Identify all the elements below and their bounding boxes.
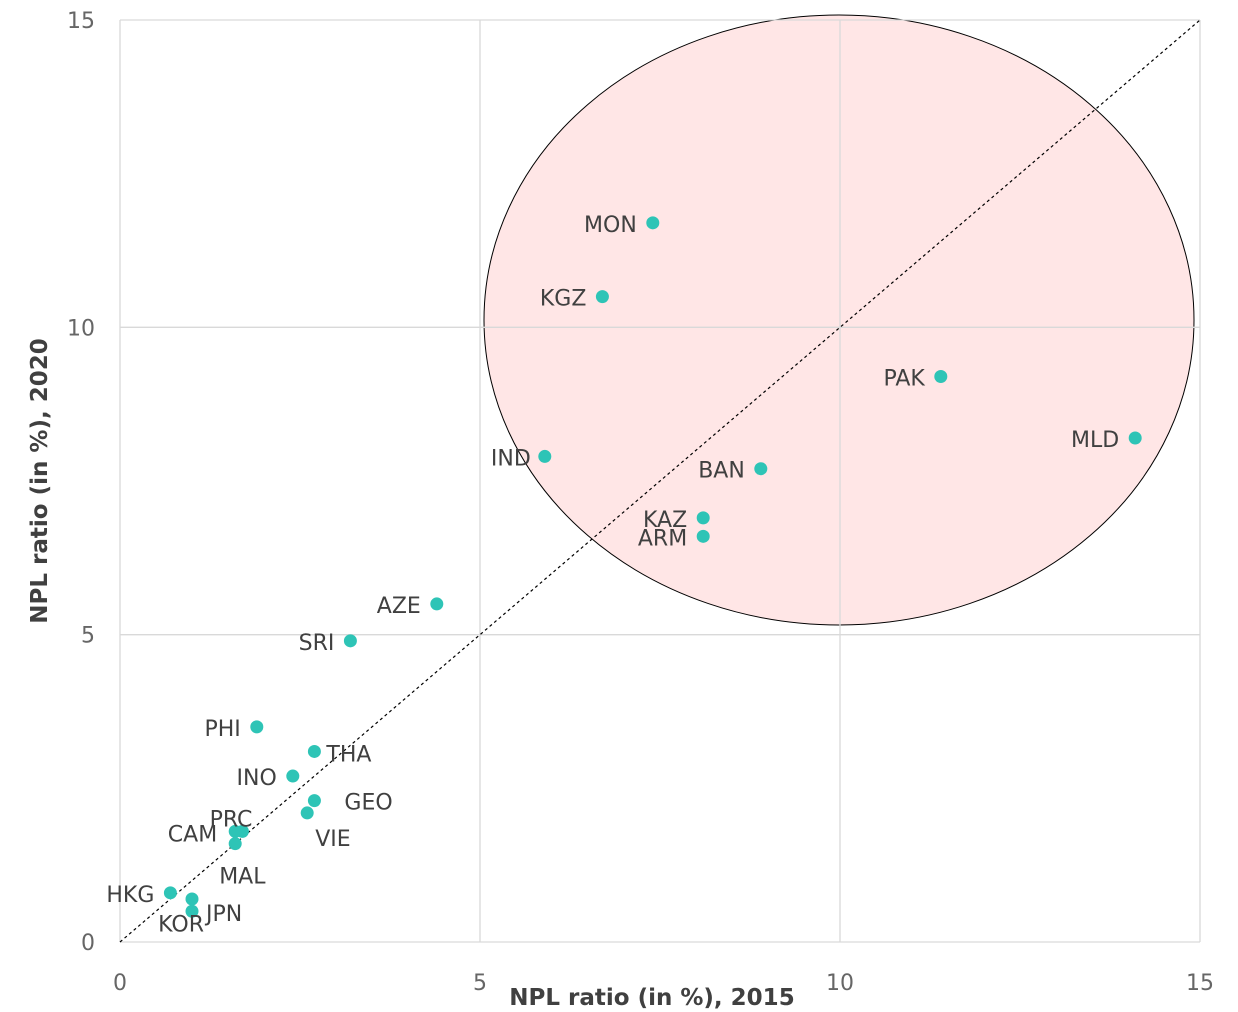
point-label-kgz: KGZ	[540, 287, 587, 312]
point-ind	[538, 450, 551, 463]
point-label-aze: AZE	[377, 594, 421, 619]
point-label-kor: KOR	[158, 912, 204, 937]
point-label-arm: ARM	[638, 526, 687, 551]
point-label-mon: MON	[584, 213, 637, 238]
y-tick-label-1: 5	[81, 624, 95, 649]
y-tick-label-2: 10	[67, 316, 95, 341]
point-label-vie: VIE	[315, 827, 350, 852]
point-label-tha: THA	[325, 742, 371, 767]
point-label-hkg: HKG	[106, 883, 154, 908]
point-phi	[250, 720, 263, 733]
point-label-cam: CAM	[168, 822, 217, 847]
point-mon	[646, 216, 659, 229]
x-tick-label-0: 0	[113, 971, 127, 996]
point-kaz	[697, 511, 710, 524]
point-geo	[308, 794, 321, 807]
point-label-mal: MAL	[219, 865, 266, 890]
point-label-sri: SRI	[299, 631, 335, 656]
point-label-ban: BAN	[698, 459, 745, 484]
point-jpn	[186, 892, 199, 905]
y-tick-label-3: 15	[67, 9, 95, 34]
point-mld	[1129, 431, 1142, 444]
point-mal	[229, 837, 242, 850]
highlight-ellipse	[484, 15, 1194, 625]
y-tick-label-0: 0	[81, 931, 95, 956]
point-label-ino: INO	[237, 766, 277, 791]
point-label-ind: IND	[491, 446, 531, 471]
highlight-region	[484, 15, 1194, 625]
point-arm	[697, 530, 710, 543]
point-ino	[286, 770, 299, 783]
x-tick-label-3: 15	[1186, 971, 1214, 996]
point-label-jpn: JPN	[204, 902, 242, 927]
point-label-phi: PHI	[204, 717, 240, 742]
point-sri	[344, 634, 357, 647]
point-kgz	[596, 290, 609, 303]
point-vie	[301, 806, 314, 819]
y-axis-title: NPL ratio (in %), 2020	[27, 338, 53, 623]
point-label-pak: PAK	[883, 367, 925, 392]
point-ban	[754, 462, 767, 475]
point-pak	[934, 370, 947, 383]
point-hkg	[164, 886, 177, 899]
point-tha	[308, 745, 321, 758]
x-axis-title: NPL ratio (in %), 2015	[509, 985, 794, 1011]
point-label-geo: GEO	[344, 791, 392, 816]
x-tick-label-1: 5	[473, 971, 487, 996]
x-tick-label-2: 10	[826, 971, 854, 996]
point-aze	[430, 597, 443, 610]
point-label-mld: MLD	[1071, 428, 1119, 453]
